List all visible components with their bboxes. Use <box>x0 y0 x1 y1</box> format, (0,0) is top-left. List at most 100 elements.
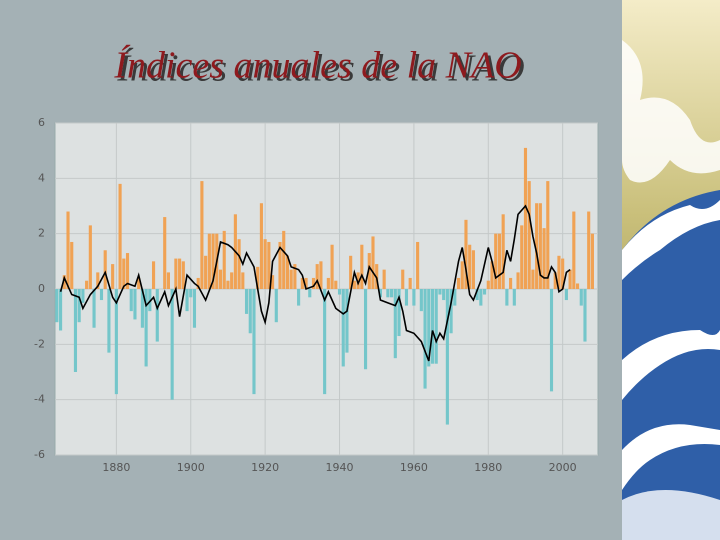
bar <box>516 272 520 289</box>
bar <box>494 233 498 289</box>
y-tick-label: 0 <box>38 282 45 295</box>
bar <box>475 289 479 301</box>
bar <box>430 289 435 364</box>
bar <box>483 289 487 295</box>
bar <box>304 277 308 289</box>
bar <box>330 244 334 289</box>
x-tick-label: 2000 <box>549 461 577 474</box>
bar <box>92 289 96 328</box>
bar <box>151 261 156 289</box>
bar <box>572 211 576 289</box>
bar <box>575 283 580 289</box>
wave-decoration <box>622 0 720 540</box>
bar <box>445 289 449 425</box>
x-tick-label: 1920 <box>251 461 279 474</box>
bar <box>341 289 345 367</box>
bar <box>196 277 200 289</box>
bar <box>583 289 587 342</box>
y-tick-label: -4 <box>34 393 45 406</box>
bar <box>427 289 431 367</box>
bar <box>62 275 66 289</box>
bar <box>393 289 397 359</box>
x-tick-label: 1980 <box>474 461 502 474</box>
bar <box>185 289 189 312</box>
bar <box>323 289 327 395</box>
bar <box>360 244 364 289</box>
bar <box>170 289 174 400</box>
bar <box>297 289 301 306</box>
bar <box>289 269 293 289</box>
bar <box>70 241 74 289</box>
bar <box>442 289 446 301</box>
bar <box>218 269 223 289</box>
bar <box>315 264 319 289</box>
bar <box>211 233 215 289</box>
bar <box>189 289 193 298</box>
bar <box>456 277 461 289</box>
bar <box>252 289 256 395</box>
bar <box>282 230 286 289</box>
x-tick-label: 1940 <box>326 461 354 474</box>
bar <box>155 289 159 342</box>
bar <box>501 214 505 289</box>
bar <box>568 269 572 289</box>
bar <box>174 258 178 289</box>
bar <box>549 289 554 392</box>
bar <box>378 289 382 298</box>
bar <box>204 255 208 289</box>
x-tick-label: 1900 <box>177 461 205 474</box>
bar <box>449 289 453 334</box>
bar <box>267 241 271 289</box>
bar <box>471 250 475 289</box>
bar <box>103 250 107 289</box>
bar <box>326 277 330 289</box>
bar <box>81 289 85 303</box>
bar <box>486 280 490 289</box>
bar <box>386 289 390 298</box>
bar <box>349 255 353 289</box>
bar <box>111 264 115 289</box>
bar <box>88 225 92 289</box>
bar <box>564 289 568 301</box>
bar <box>300 277 304 289</box>
bar <box>512 289 516 306</box>
bar <box>490 261 494 289</box>
bar <box>192 289 197 328</box>
bar <box>163 217 167 289</box>
bar <box>337 289 342 295</box>
bar <box>140 289 144 328</box>
bar <box>438 289 442 295</box>
bar <box>453 289 457 306</box>
bar <box>538 203 542 289</box>
bar <box>226 280 230 289</box>
y-tick-label: 6 <box>38 116 45 129</box>
bar <box>181 261 185 289</box>
bar <box>133 289 137 320</box>
bar <box>148 289 152 312</box>
bar <box>546 181 550 289</box>
bar <box>423 289 427 389</box>
chart-title-shadow: Índices anuales de la NAO <box>116 48 524 90</box>
y-tick-label: 4 <box>38 171 45 184</box>
bar <box>73 289 78 372</box>
bar <box>579 289 583 306</box>
bar <box>363 289 368 370</box>
bar <box>345 289 349 353</box>
bar <box>382 269 386 289</box>
bar <box>416 241 420 289</box>
bar <box>468 244 472 289</box>
bar <box>464 219 468 289</box>
bar <box>207 233 211 289</box>
bar <box>96 272 100 289</box>
bar <box>397 289 401 337</box>
bar <box>55 289 59 323</box>
bar <box>434 289 438 364</box>
bar <box>404 289 409 306</box>
bar <box>531 269 535 289</box>
bar <box>144 289 148 367</box>
bar <box>561 258 565 289</box>
bar <box>356 272 360 289</box>
bar <box>200 181 204 289</box>
bar <box>535 203 539 289</box>
